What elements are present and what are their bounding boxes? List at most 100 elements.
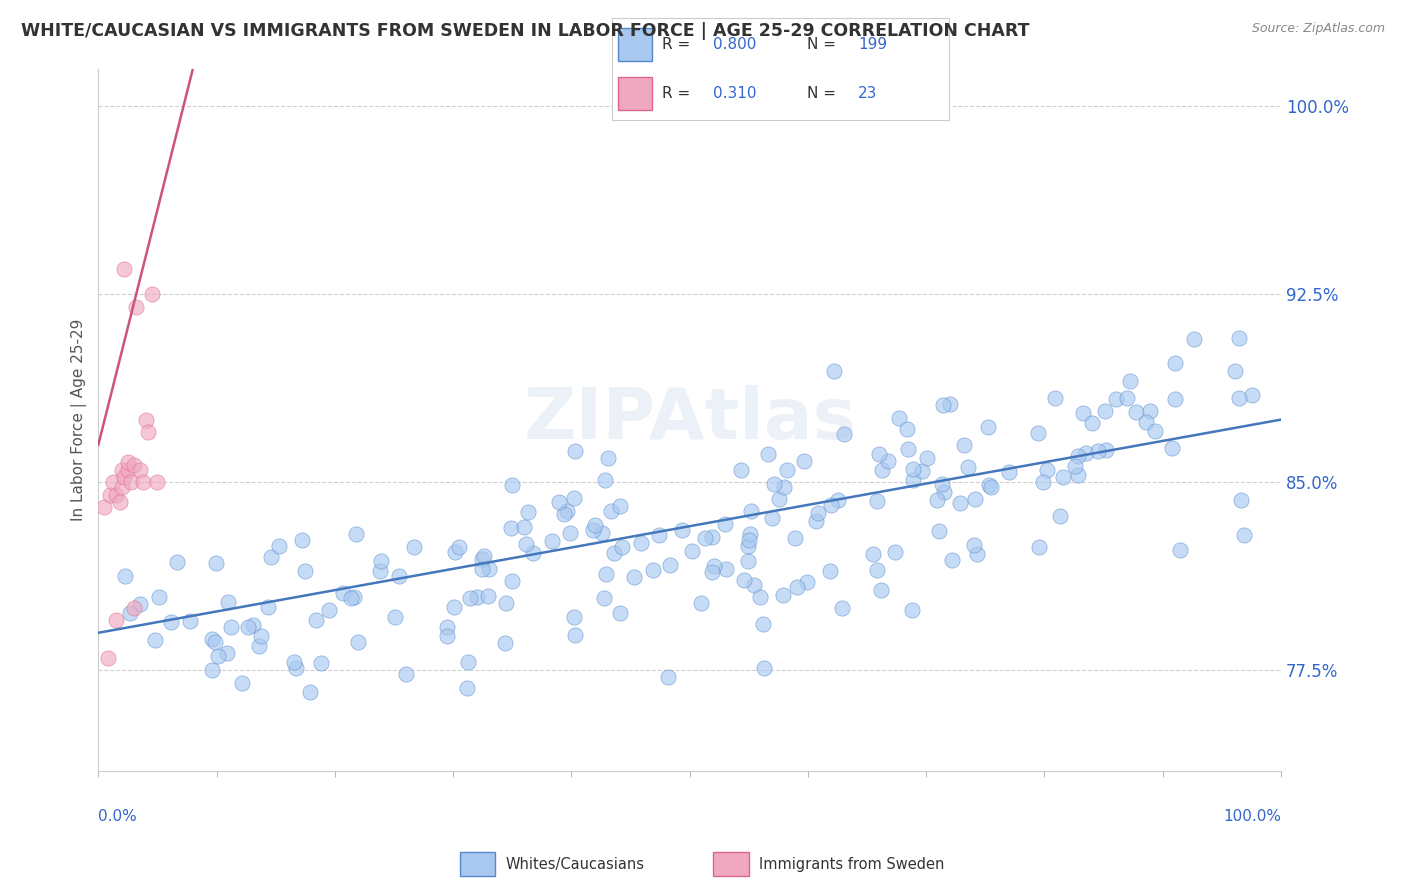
Text: N =: N =	[807, 37, 841, 52]
Bar	[460, 853, 495, 876]
Point	[862, 547, 884, 561]
Text: R =: R =	[662, 87, 696, 102]
Point	[1161, 442, 1184, 456]
Point	[283, 656, 305, 670]
Point	[807, 507, 830, 521]
Point	[344, 527, 367, 541]
Point	[693, 531, 716, 545]
Point	[1233, 528, 1256, 542]
Point	[582, 523, 605, 537]
Point	[457, 655, 479, 669]
Point	[1240, 387, 1263, 401]
Point	[1116, 391, 1139, 405]
Point	[1063, 458, 1085, 473]
Point	[820, 498, 842, 512]
Point	[831, 601, 853, 615]
Point	[714, 561, 737, 575]
Point	[299, 684, 322, 698]
Point	[97, 651, 120, 665]
Point	[404, 540, 426, 554]
Point	[1227, 391, 1250, 405]
Point	[125, 300, 148, 314]
Point	[548, 495, 571, 509]
Point	[515, 537, 537, 551]
Point	[648, 528, 671, 542]
Point	[166, 556, 188, 570]
Point	[1087, 444, 1109, 458]
Point	[201, 632, 224, 647]
Point	[623, 570, 645, 584]
Point	[269, 539, 291, 553]
Point	[132, 475, 155, 490]
Point	[804, 514, 827, 528]
Point	[513, 520, 536, 534]
Point	[868, 446, 890, 460]
Point	[1049, 508, 1071, 523]
Point	[956, 460, 979, 475]
Point	[128, 463, 150, 477]
Point	[456, 681, 478, 695]
Point	[1043, 391, 1066, 405]
Point	[1052, 469, 1074, 483]
Point	[869, 582, 891, 597]
Point	[749, 590, 772, 604]
Point	[160, 615, 183, 629]
Point	[501, 478, 523, 492]
Point	[121, 475, 143, 490]
Point	[949, 496, 972, 510]
Point	[368, 565, 391, 579]
Point	[501, 574, 523, 589]
Point	[101, 475, 124, 490]
Point	[938, 397, 960, 411]
Point	[309, 656, 332, 670]
Point	[111, 480, 134, 494]
Point	[136, 425, 159, 439]
Point	[733, 574, 755, 588]
Point	[238, 620, 260, 634]
Point	[555, 504, 578, 518]
Point	[1028, 540, 1050, 554]
Point	[112, 262, 135, 277]
Point	[928, 524, 950, 539]
Point	[1067, 467, 1090, 482]
Point	[494, 636, 516, 650]
Point	[114, 569, 136, 583]
Text: Source: ZipAtlas.com: Source: ZipAtlas.com	[1251, 22, 1385, 36]
Point	[941, 552, 963, 566]
Point	[242, 618, 264, 632]
Point	[219, 620, 242, 634]
Point	[965, 491, 987, 506]
Point	[129, 597, 152, 611]
Point	[1036, 463, 1059, 477]
Point	[148, 590, 170, 604]
Point	[436, 629, 458, 643]
Point	[714, 517, 737, 532]
Point	[609, 606, 631, 620]
Bar	[619, 78, 652, 110]
Point	[294, 564, 316, 578]
Point	[932, 398, 955, 412]
Point	[1094, 404, 1116, 418]
Point	[501, 521, 523, 535]
Point	[738, 533, 761, 547]
Point	[1119, 374, 1142, 388]
Point	[592, 591, 614, 605]
Point	[896, 422, 918, 436]
Point	[318, 603, 340, 617]
Text: 199: 199	[858, 37, 887, 52]
Point	[1066, 450, 1088, 464]
Point	[141, 287, 163, 301]
Point	[346, 635, 368, 649]
Point	[1071, 406, 1094, 420]
Point	[737, 554, 759, 568]
Point	[471, 561, 494, 575]
Point	[465, 590, 488, 604]
Point	[143, 632, 166, 647]
Point	[657, 670, 679, 684]
Point	[332, 586, 354, 600]
Point	[541, 533, 564, 548]
Point	[122, 458, 145, 472]
Point	[901, 462, 924, 476]
Point	[146, 475, 169, 490]
Point	[558, 526, 581, 541]
